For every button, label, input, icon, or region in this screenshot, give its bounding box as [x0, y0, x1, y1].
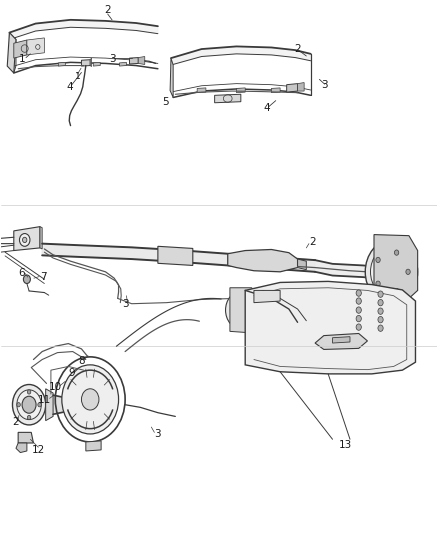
Polygon shape — [130, 58, 138, 64]
Polygon shape — [27, 38, 44, 55]
Polygon shape — [90, 58, 92, 67]
Polygon shape — [53, 395, 68, 414]
Polygon shape — [254, 290, 280, 303]
Polygon shape — [14, 40, 27, 58]
Polygon shape — [228, 249, 297, 272]
Circle shape — [378, 291, 383, 297]
Text: 13: 13 — [339, 440, 352, 450]
Text: 2: 2 — [104, 5, 111, 15]
Text: 1: 1 — [74, 71, 81, 80]
Text: 8: 8 — [78, 356, 85, 366]
Polygon shape — [245, 281, 416, 374]
Polygon shape — [297, 83, 304, 91]
Polygon shape — [158, 246, 193, 265]
Circle shape — [371, 246, 413, 297]
Circle shape — [378, 325, 383, 332]
Circle shape — [378, 255, 406, 289]
Circle shape — [22, 396, 36, 413]
Circle shape — [38, 402, 41, 407]
Text: 5: 5 — [162, 96, 169, 107]
Text: 2: 2 — [294, 44, 301, 54]
Circle shape — [230, 297, 251, 323]
Circle shape — [356, 298, 361, 304]
Polygon shape — [10, 33, 16, 73]
Circle shape — [12, 384, 46, 425]
Polygon shape — [81, 60, 90, 66]
Polygon shape — [315, 334, 367, 350]
Circle shape — [27, 390, 31, 394]
Polygon shape — [287, 84, 297, 92]
Polygon shape — [120, 62, 127, 66]
Text: 3: 3 — [122, 298, 129, 309]
Text: 10: 10 — [49, 382, 62, 392]
Circle shape — [17, 402, 20, 407]
Polygon shape — [297, 259, 306, 270]
Text: 1: 1 — [18, 54, 25, 63]
Polygon shape — [315, 260, 385, 279]
Polygon shape — [93, 62, 100, 66]
Circle shape — [27, 415, 31, 419]
Polygon shape — [215, 94, 241, 103]
Polygon shape — [7, 33, 16, 73]
Polygon shape — [42, 244, 315, 272]
Circle shape — [378, 317, 383, 323]
Polygon shape — [58, 62, 65, 66]
Circle shape — [394, 288, 399, 294]
Circle shape — [22, 237, 27, 243]
Circle shape — [356, 316, 361, 322]
Polygon shape — [138, 56, 145, 64]
Circle shape — [406, 269, 410, 274]
Text: 2: 2 — [13, 417, 19, 427]
Circle shape — [19, 233, 30, 246]
Text: 3: 3 — [154, 429, 160, 439]
Circle shape — [378, 308, 383, 314]
Polygon shape — [374, 235, 418, 306]
Circle shape — [226, 292, 256, 329]
Text: 12: 12 — [32, 446, 45, 455]
Text: 3: 3 — [109, 54, 115, 64]
Circle shape — [384, 262, 399, 281]
Circle shape — [356, 290, 361, 296]
Circle shape — [365, 240, 418, 304]
Text: 4: 4 — [67, 82, 73, 92]
Circle shape — [356, 324, 361, 330]
Circle shape — [236, 304, 246, 317]
Circle shape — [394, 250, 399, 255]
Circle shape — [17, 390, 41, 419]
Circle shape — [376, 257, 380, 263]
Circle shape — [376, 281, 380, 286]
Text: 6: 6 — [18, 269, 25, 278]
Polygon shape — [197, 88, 206, 93]
Circle shape — [356, 307, 361, 313]
Circle shape — [23, 275, 30, 284]
Text: 2: 2 — [309, 237, 316, 247]
Text: 7: 7 — [40, 272, 47, 282]
Polygon shape — [332, 337, 350, 343]
Text: 11: 11 — [38, 395, 51, 405]
Circle shape — [81, 389, 99, 410]
Circle shape — [378, 300, 383, 306]
Polygon shape — [40, 227, 42, 249]
Polygon shape — [272, 88, 280, 93]
Circle shape — [62, 365, 119, 434]
Polygon shape — [46, 389, 53, 421]
Polygon shape — [18, 432, 33, 443]
Text: 9: 9 — [68, 368, 75, 378]
Polygon shape — [230, 288, 258, 333]
Polygon shape — [16, 443, 27, 453]
Polygon shape — [10, 20, 158, 39]
Polygon shape — [14, 227, 40, 251]
Text: 4: 4 — [264, 103, 270, 113]
Polygon shape — [170, 58, 173, 98]
Polygon shape — [171, 46, 311, 65]
Polygon shape — [86, 441, 101, 451]
Polygon shape — [237, 88, 245, 93]
Text: 3: 3 — [321, 80, 328, 90]
